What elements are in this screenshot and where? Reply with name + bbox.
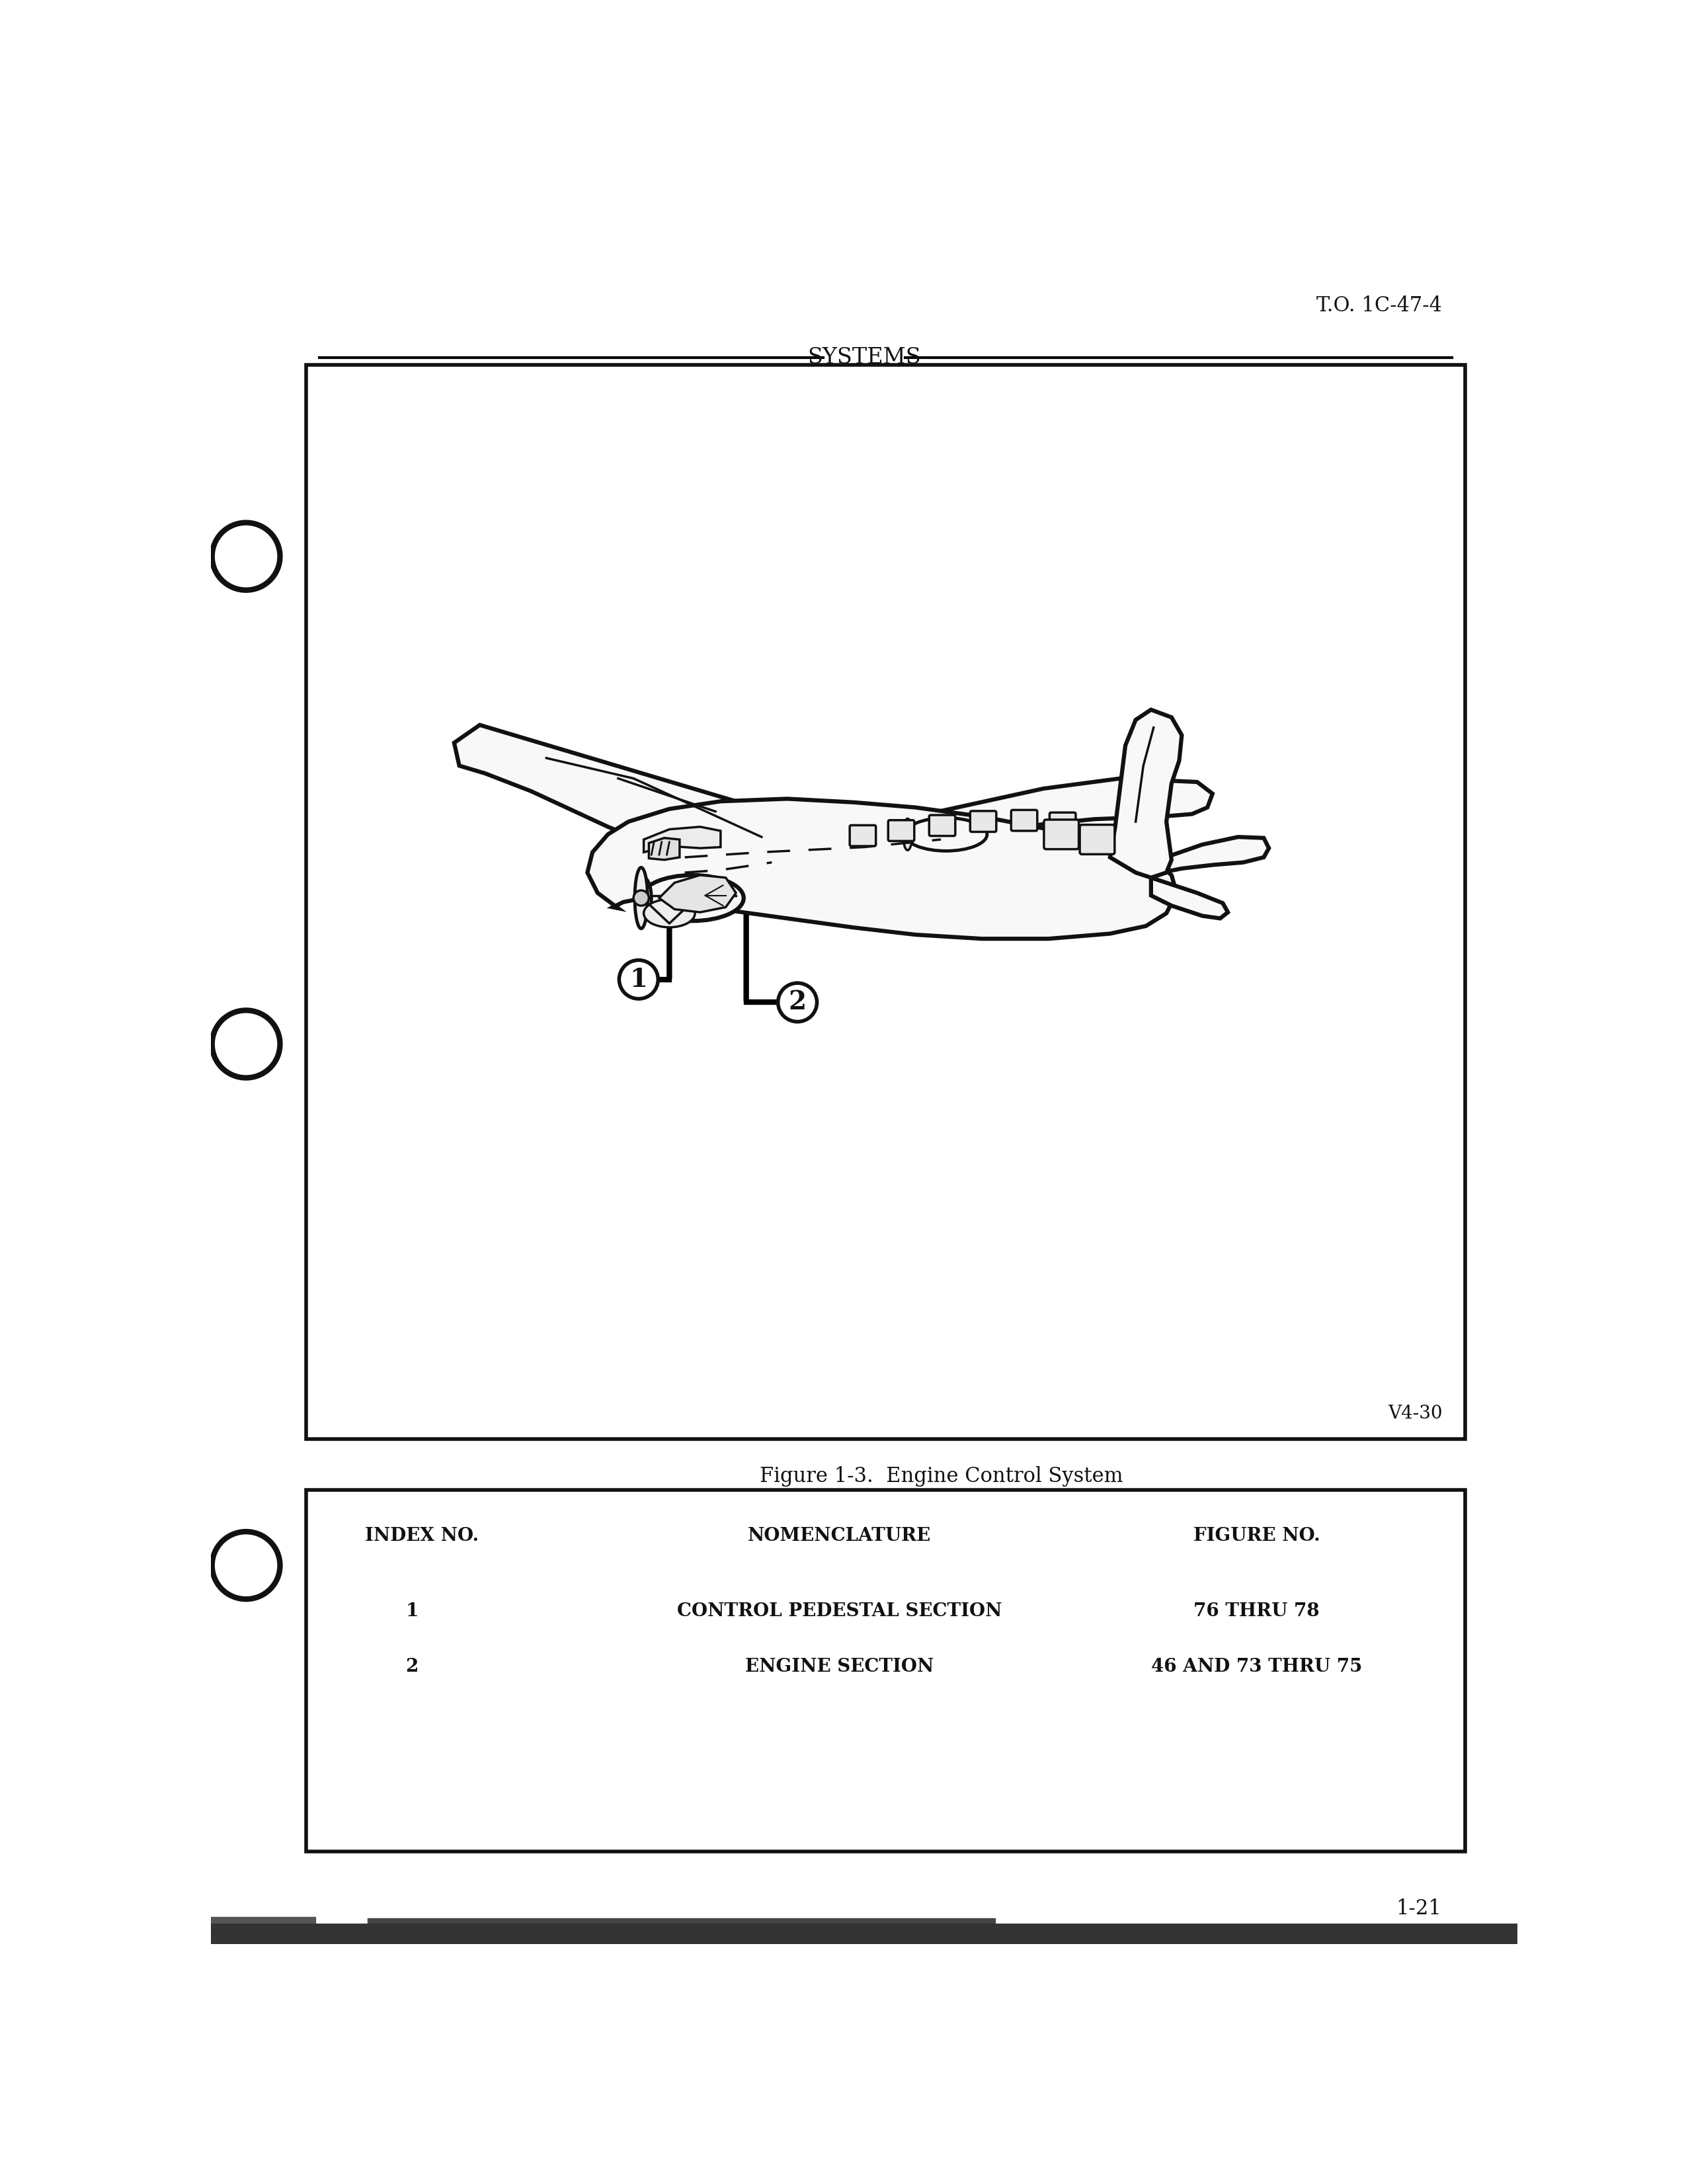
Text: ENGINE SECTION: ENGINE SECTION: [745, 1658, 934, 1675]
Text: 76 THRU 78: 76 THRU 78: [1194, 1603, 1320, 1621]
Text: T.O. 1C-47-4: T.O. 1C-47-4: [1317, 295, 1442, 317]
Ellipse shape: [904, 819, 912, 850]
Circle shape: [212, 1011, 280, 1079]
Polygon shape: [1152, 836, 1270, 871]
Text: 1-21: 1-21: [1396, 1898, 1442, 1920]
FancyBboxPatch shape: [1044, 819, 1079, 850]
Polygon shape: [649, 839, 679, 860]
FancyBboxPatch shape: [1079, 826, 1114, 854]
Text: FIGURE NO.: FIGURE NO.: [1194, 1527, 1320, 1544]
FancyBboxPatch shape: [1050, 812, 1076, 834]
FancyBboxPatch shape: [889, 821, 914, 841]
Text: 2: 2: [405, 1658, 418, 1675]
Circle shape: [777, 983, 818, 1022]
Polygon shape: [895, 778, 1212, 880]
Text: 1: 1: [629, 968, 647, 992]
Ellipse shape: [905, 817, 986, 852]
FancyBboxPatch shape: [1012, 810, 1037, 830]
Ellipse shape: [634, 867, 647, 928]
FancyBboxPatch shape: [969, 810, 996, 832]
Polygon shape: [1152, 878, 1227, 919]
Text: V4-30: V4-30: [1388, 1404, 1443, 1422]
FancyBboxPatch shape: [929, 815, 956, 836]
Polygon shape: [587, 799, 1177, 939]
Circle shape: [619, 961, 658, 998]
Text: 1: 1: [405, 1603, 418, 1621]
FancyBboxPatch shape: [850, 826, 875, 845]
Bar: [211, 1924, 1517, 1944]
Ellipse shape: [641, 876, 744, 922]
Polygon shape: [644, 828, 720, 852]
Text: NOMENCLATURE: NOMENCLATURE: [747, 1527, 931, 1544]
Bar: [307, 365, 1465, 1439]
Polygon shape: [1109, 710, 1182, 878]
Text: Figure 1-3.  Engine Control System: Figure 1-3. Engine Control System: [759, 1465, 1123, 1487]
Ellipse shape: [644, 900, 695, 928]
Text: 2: 2: [789, 989, 806, 1016]
Text: CONTROL PEDESTAL SECTION: CONTROL PEDESTAL SECTION: [676, 1603, 1001, 1621]
Bar: [307, 1489, 1465, 1852]
Text: SYSTEMS: SYSTEMS: [808, 347, 921, 369]
Circle shape: [212, 522, 280, 590]
Polygon shape: [454, 725, 833, 885]
Circle shape: [212, 1531, 280, 1599]
Text: INDEX NO.: INDEX NO.: [366, 1527, 479, 1544]
Text: 46 AND 73 THRU 75: 46 AND 73 THRU 75: [1152, 1658, 1362, 1675]
Circle shape: [634, 891, 649, 906]
Polygon shape: [659, 876, 737, 913]
